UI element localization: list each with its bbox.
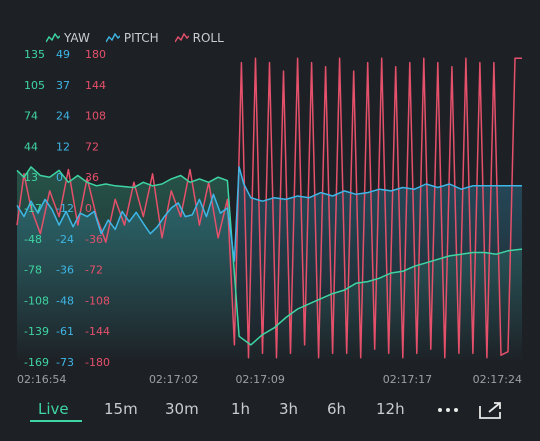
legend-yaw[interactable]: YAW (46, 31, 90, 45)
y-tick-roll: 144 (85, 79, 106, 92)
legend-roll[interactable]: ROLL (174, 31, 224, 45)
y-tick-pitch: 49 (56, 48, 70, 61)
y-tick-yaw: -139 (24, 325, 49, 338)
y-tick-yaw: -108 (24, 294, 49, 307)
y-tick-roll: -72 (85, 264, 103, 277)
y-tick-yaw: -17 (24, 202, 42, 215)
y-tick-roll: 108 (85, 110, 106, 123)
legend-roll-label: ROLL (192, 31, 224, 45)
chart: 135 49 180 105 37 144 74 24 108 44 12 72 13 0 36 -17 -12… (16, 48, 523, 386)
y-tick-roll: 0 (85, 202, 92, 215)
y-tick-yaw: 135 (24, 48, 45, 61)
x-tick-label: 02:17:24 (473, 373, 522, 386)
y-tick-roll: -108 (85, 294, 110, 307)
series-pitch-line (16, 166, 522, 262)
y-tick-roll: 36 (85, 171, 99, 184)
y-tick-pitch: -73 (56, 356, 74, 369)
legend-yaw-label: YAW (64, 31, 90, 45)
range-15m-button[interactable]: 15m (104, 400, 138, 418)
expand-icon[interactable] (478, 400, 504, 420)
y-tick-yaw: 105 (24, 79, 45, 92)
x-tick-label: 02:17:02 (149, 373, 198, 386)
range-30m-button[interactable]: 30m (165, 400, 199, 418)
y-tick-yaw: -169 (24, 356, 49, 369)
legend-roll-swatch (174, 33, 189, 43)
series-pitch-area (17, 166, 522, 362)
legend-pitch-label: PITCH (123, 31, 159, 45)
y-tick-yaw: 74 (24, 110, 38, 123)
y-tick-yaw: 44 (24, 140, 38, 153)
series-yaw-line (16, 166, 523, 346)
y-tick-pitch: -24 (56, 233, 74, 246)
y-tick-yaw: -48 (24, 233, 42, 246)
series-roll-line (16, 57, 522, 359)
y-tick-pitch: 24 (56, 110, 70, 123)
y-tick-roll: -36 (85, 233, 103, 246)
y-tick-pitch: 12 (56, 140, 70, 153)
y-tick-yaw: -78 (24, 264, 42, 277)
y-tick-roll: -144 (85, 325, 110, 338)
range-6h-button[interactable]: 6h (327, 400, 347, 418)
y-tick-pitch: -36 (56, 264, 74, 277)
chart-legend: YAW PITCH ROLL (46, 31, 224, 45)
legend-pitch[interactable]: PITCH (105, 31, 159, 45)
x-tick-label: 02:16:54 (17, 373, 66, 386)
y-tick-roll: 180 (85, 48, 106, 61)
legend-pitch-swatch (105, 33, 120, 43)
range-1h-button[interactable]: 1h (231, 400, 251, 418)
ellipsis-icon[interactable] (438, 408, 458, 412)
range-12h-button[interactable]: 12h (376, 400, 405, 418)
y-tick-pitch: -48 (56, 294, 74, 307)
range-3h-button[interactable]: 3h (279, 400, 299, 418)
x-tick-label: 02:17:17 (383, 373, 432, 386)
legend-yaw-swatch (46, 33, 60, 43)
y-tick-pitch: -61 (56, 325, 74, 338)
y-tick-pitch: 0 (56, 171, 63, 184)
active-range-underline (30, 420, 82, 422)
time-range-toolbar: Live 15m 30m 1h 3h 6h 12h (0, 392, 540, 432)
range-live-button[interactable]: Live (38, 400, 69, 418)
y-tick-pitch: -12 (56, 202, 74, 215)
x-tick-label: 02:17:09 (235, 373, 284, 386)
y-tick-roll: 72 (85, 140, 99, 153)
y-tick-roll: -180 (85, 356, 110, 369)
y-tick-pitch: 37 (56, 79, 70, 92)
y-tick-yaw: 13 (24, 171, 38, 184)
